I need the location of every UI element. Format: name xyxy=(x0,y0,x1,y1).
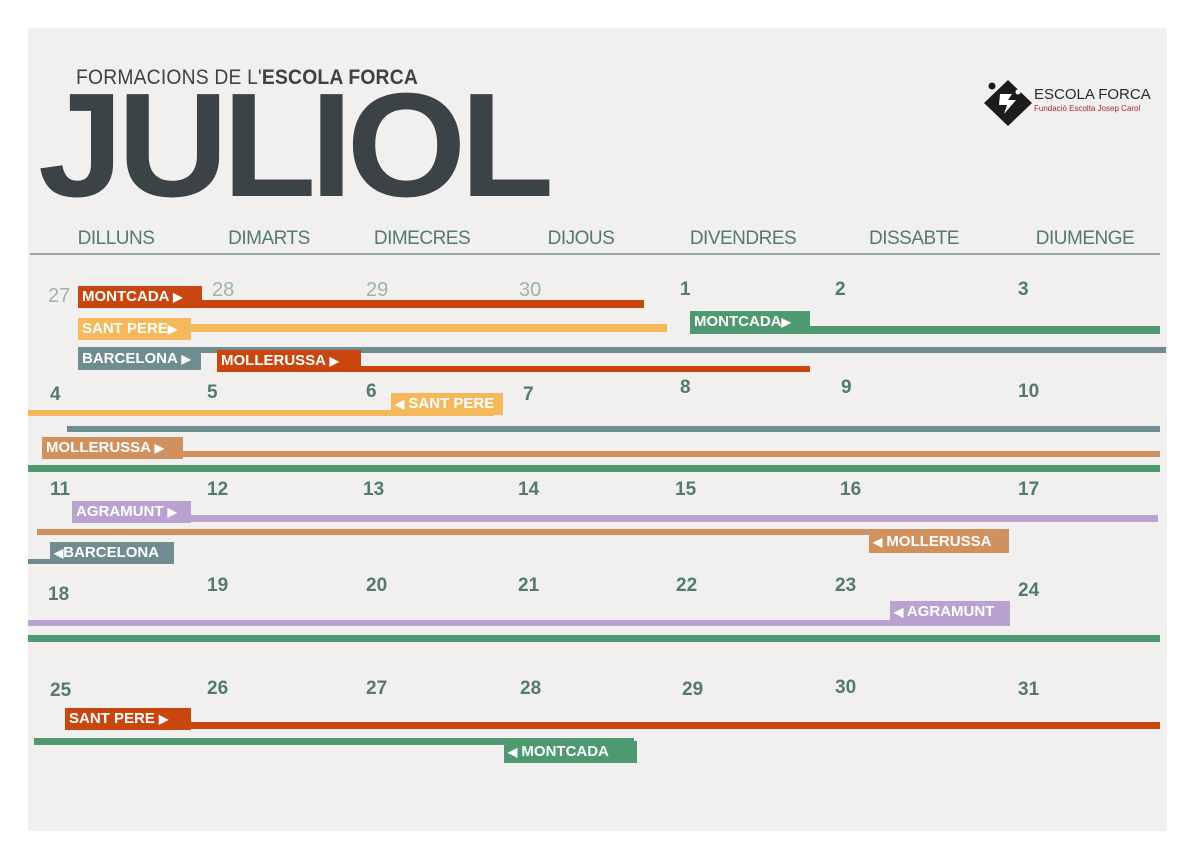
day-number: 17 xyxy=(1018,479,1040,500)
weekday-sun: DIUMENGE xyxy=(1035,228,1135,249)
header-rule xyxy=(30,253,1160,255)
logo-subtitle: Fundació Escolta Josep Carol xyxy=(1034,104,1141,113)
day-number: 24 xyxy=(1018,580,1040,601)
day-number: 5 xyxy=(207,382,218,403)
day-number: 12 xyxy=(207,479,229,500)
day-number: 1 xyxy=(680,279,691,300)
day-number: 2 xyxy=(835,279,846,300)
agramunt-course-tag: AGRAMUNT ▶ xyxy=(72,501,191,523)
day-number: 4 xyxy=(50,384,61,405)
day-number: 16 xyxy=(840,479,862,500)
arrow-right-icon: ▶ xyxy=(154,441,164,455)
montcada-course-2-bar xyxy=(690,326,1160,334)
agramunt-course-bar xyxy=(28,620,1010,626)
barcelona-end-tag: ◀BARCELONA xyxy=(50,542,174,564)
arrow-left-icon: ◀ xyxy=(395,397,405,411)
agramunt-course-bar xyxy=(72,515,1158,522)
day-number: 28 xyxy=(520,678,542,699)
mollerussa-course-2-tag: MOLLERUSSA ▶ xyxy=(42,437,183,459)
escola-forca-logo-icon xyxy=(984,80,1032,126)
day-number: 3 xyxy=(1018,279,1029,300)
day-number: 11 xyxy=(50,479,71,500)
sant-pere-course-2-bar xyxy=(65,722,1160,729)
day-number: 13 xyxy=(363,479,385,500)
day-number: 31 xyxy=(1018,679,1040,700)
weekday-tue: DIMARTS xyxy=(228,228,310,249)
day-number: 25 xyxy=(50,680,72,701)
day-number: 27 xyxy=(366,678,388,699)
day-number: 29 xyxy=(366,279,389,301)
montcada-course-tag: MONTCADA ▶ xyxy=(78,286,202,308)
montcada-course-bar xyxy=(78,300,644,308)
arrow-left-icon: ◀ xyxy=(894,605,904,619)
subtitle-light: FORMACIONS DE L' xyxy=(76,66,262,89)
day-number: 28 xyxy=(212,279,235,301)
month-title: JULIOL xyxy=(38,63,554,228)
day-number: 10 xyxy=(1018,381,1040,402)
arrow-right-icon: ▶ xyxy=(167,322,178,336)
arrow-right-icon: ▶ xyxy=(167,505,177,519)
montcada-course-2-bar xyxy=(28,465,1160,472)
barcelona-course-bar xyxy=(78,347,1166,353)
day-number: 6 xyxy=(366,381,377,402)
day-number: 27 xyxy=(48,285,71,307)
weekday-fri: DIVENDRES xyxy=(689,228,797,249)
day-number: 20 xyxy=(366,575,388,596)
day-number: 7 xyxy=(523,384,534,405)
weekday-thu: DIJOUS xyxy=(547,228,615,249)
barcelona-course-bar xyxy=(67,426,1160,432)
subtitle: FORMACIONS DE L'ESCOLA FORCA xyxy=(76,66,418,90)
subtitle-bold: ESCOLA FORCA xyxy=(261,66,418,89)
weekday-sat: DISSABTE xyxy=(869,228,959,249)
day-number: 21 xyxy=(518,575,540,596)
arrow-left-icon: ◀ xyxy=(508,745,518,759)
montcada-course-2-tag: MONTCADA▶ xyxy=(690,311,810,333)
day-number: 8 xyxy=(680,377,691,398)
barcelona-course-tag: BARCELONA ▶ xyxy=(78,348,201,370)
day-number: 30 xyxy=(835,677,857,698)
day-number: 14 xyxy=(518,479,540,500)
arrow-right-icon: ▶ xyxy=(329,354,339,368)
montcada-end-tag: ◀ MONTCADA xyxy=(504,741,637,763)
day-number: 26 xyxy=(207,678,229,699)
sant-pere-end-tag: ◀ SANT PERE xyxy=(391,393,503,415)
day-number: 9 xyxy=(841,377,852,398)
arrow-right-icon: ▶ xyxy=(173,290,183,304)
mollerussa-end-tag: ◀ MOLLERUSSA xyxy=(869,531,1009,553)
mollerussa-course-bar xyxy=(217,366,810,372)
day-number: 30 xyxy=(519,279,542,301)
agramunt-end-tag: ◀ AGRAMUNT xyxy=(890,601,1010,623)
mollerussa-course-tag: MOLLERUSSA ▶ xyxy=(217,350,361,372)
day-number: 19 xyxy=(207,575,229,596)
mollerussa-course-2-bar xyxy=(37,529,1009,535)
sant-pere-course-bar xyxy=(78,324,667,332)
weekday-wed: DIMECRES xyxy=(373,228,471,249)
montcada-course-3-bar xyxy=(34,738,634,745)
sant-pere-course-bar xyxy=(28,410,494,416)
logo-name: ESCOLA FORCA xyxy=(1034,86,1151,103)
arrow-right-icon: ▶ xyxy=(159,712,169,726)
day-number: 23 xyxy=(835,575,857,596)
day-number: 22 xyxy=(676,575,698,596)
sant-pere-course-2-tag: SANT PERE ▶ xyxy=(65,708,191,730)
day-number: 29 xyxy=(682,679,704,700)
arrow-left-icon: ◀ xyxy=(54,546,64,560)
weekday-mon: DILLUNS xyxy=(77,228,155,249)
day-number: 15 xyxy=(675,479,697,500)
arrow-left-icon: ◀ xyxy=(873,535,883,549)
week-separator xyxy=(28,635,1160,642)
mollerussa-course-2-bar xyxy=(42,451,1160,457)
day-number: 18 xyxy=(48,584,70,605)
sant-pere-course-tag: SANT PERE▶ xyxy=(78,318,191,340)
arrow-right-icon: ▶ xyxy=(181,352,191,366)
arrow-right-icon: ▶ xyxy=(781,315,791,329)
